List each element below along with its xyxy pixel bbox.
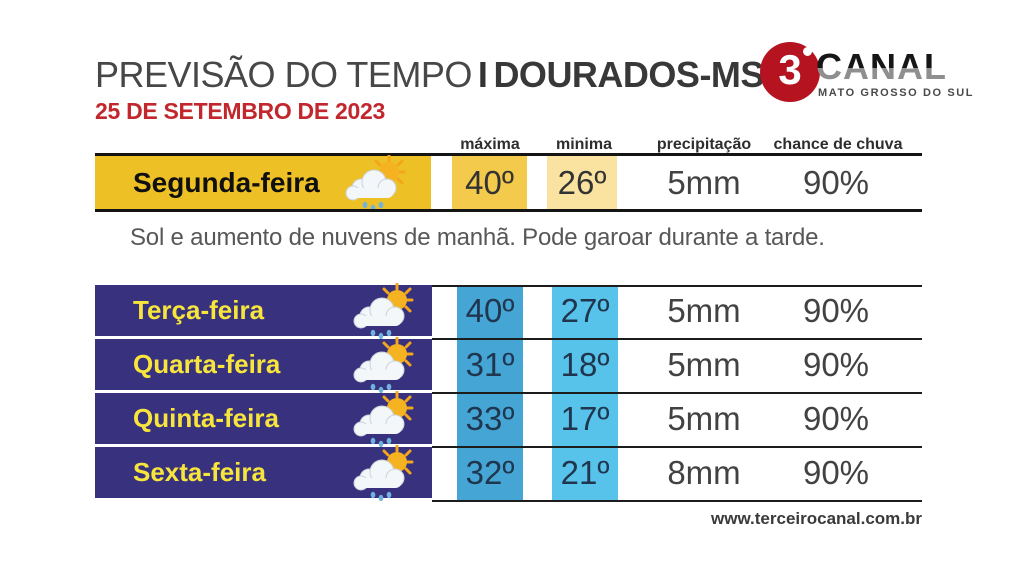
day-label: Terça-feira [133, 295, 265, 325]
sun-cloud-rain-icon [352, 337, 414, 393]
precipitation: 5mm [667, 292, 741, 329]
max-temp: 33º [465, 400, 515, 437]
today-description: Sol e aumento de nuvens de manhã. Pode g… [130, 224, 825, 251]
column-header-maxima: máxima [460, 136, 520, 153]
today-min-temp: 26º [547, 156, 617, 209]
logo-region: MATO GROSSO DO SUL [818, 87, 975, 99]
rain-chance: 90% [802, 400, 870, 437]
table-row-today: Segunda-feira 40º 26º 5mm 90% [95, 155, 922, 211]
rain-chance: 90% [802, 346, 870, 383]
page-title: PREVISÃO DO TEMPO I DOURADOS-MS [95, 54, 764, 96]
sun-cloud-rain-icon [344, 155, 406, 211]
max-temp: 32º [465, 454, 515, 491]
rain-chance: 90% [802, 292, 870, 329]
title-main: PREVISÃO DO TEMPO [95, 54, 472, 95]
forecast-table: Terça-feira 40º 27º 5mm 90% Quarta-feira… [95, 283, 922, 502]
column-header-chance-de-chuva: chance de chuva [773, 136, 903, 153]
max-temp: 31º [465, 346, 515, 383]
column-header-minima: minima [555, 136, 612, 153]
today-max-temp: 40º [452, 156, 527, 209]
row-divider [432, 392, 922, 394]
min-temp: 21º [560, 454, 610, 491]
day-label: Quinta-feira [133, 403, 279, 433]
column-header-precipitacao: precipitação [656, 136, 752, 153]
precipitation: 8mm [667, 454, 741, 491]
today-rain-chance: 90% [802, 164, 870, 201]
sun-cloud-rain-icon [352, 445, 414, 501]
row-divider [432, 446, 922, 448]
table-row: Terça-feira 40º 27º 5mm 90% [95, 283, 922, 339]
min-temp: 17º [560, 400, 610, 437]
day-label: Quarta-feira [133, 349, 281, 379]
row-divider [432, 285, 922, 287]
precipitation: 5mm [667, 346, 741, 383]
today-precipitation: 5mm [667, 164, 741, 201]
title-separator: I [477, 54, 488, 95]
table-row: Quinta-feira 33º 17º 5mm 90% [95, 391, 922, 447]
table-row: Quarta-feira 31º 18º 5mm 90% [95, 337, 922, 393]
day-label: Sexta-feira [133, 457, 266, 487]
logo-ordinal-dot-icon [803, 47, 812, 56]
website-url: www.terceirocanal.com.br [711, 509, 922, 528]
logo-number: 3 [778, 46, 802, 93]
logo-name: CANAL [816, 46, 947, 87]
row-divider [432, 338, 922, 340]
channel-logo: 3 CANAL MATO GROSSO DO SUL [760, 38, 973, 110]
sun-cloud-rain-icon [352, 391, 414, 447]
today-day-label: Segunda-feira [133, 167, 320, 198]
min-temp: 18º [560, 346, 610, 383]
table-row: Sexta-feira 32º 21º 8mm 90% [95, 445, 922, 501]
rain-chance: 90% [802, 454, 870, 491]
sun-cloud-rain-icon [352, 283, 414, 339]
min-temp: 27º [560, 292, 610, 329]
forecast-date: 25 DE SETEMBRO DE 2023 [95, 98, 385, 124]
max-temp: 40º [465, 292, 515, 329]
today-bottom-rule [95, 209, 922, 212]
header-rule [95, 153, 922, 156]
row-divider [432, 500, 922, 502]
precipitation: 5mm [667, 400, 741, 437]
title-city: DOURADOS-MS [493, 54, 764, 95]
